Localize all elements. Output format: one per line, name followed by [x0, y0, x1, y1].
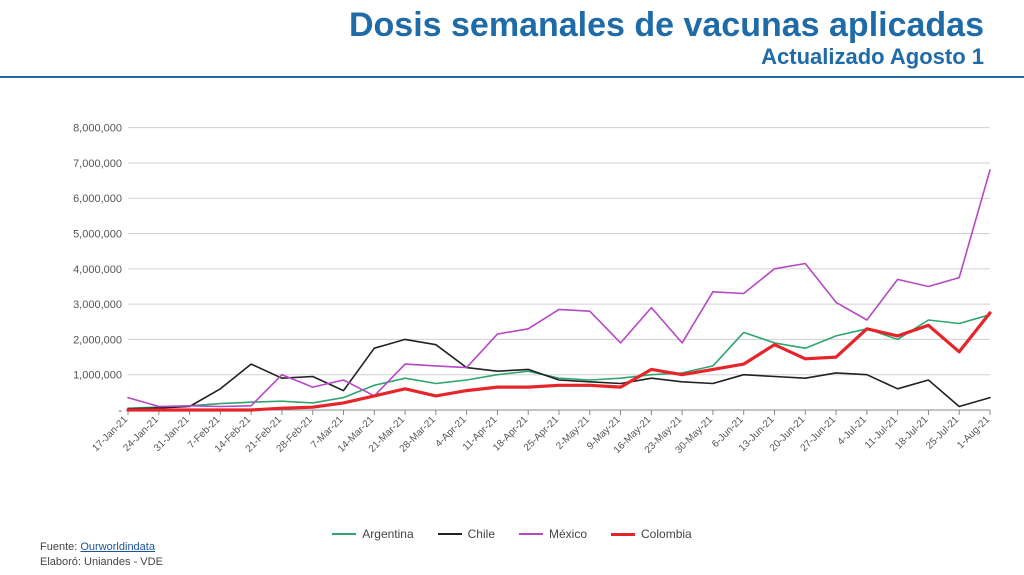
elaboro-label: Elaboró: — [40, 556, 81, 568]
legend-label: Colombia — [641, 527, 692, 541]
source-link[interactable]: Ourworldindata — [80, 541, 155, 553]
legend-item-chile: Chile — [438, 527, 495, 541]
svg-text:7,000,000: 7,000,000 — [73, 158, 122, 170]
x-tick-label: 1-Aug-21 — [955, 414, 992, 451]
series-line-méxico — [128, 170, 990, 407]
elaboro-value: Uniandes - VDE — [84, 556, 163, 568]
legend-swatch — [611, 533, 635, 536]
svg-text:2,000,000: 2,000,000 — [73, 334, 122, 346]
svg-text:8,000,000: 8,000,000 — [73, 123, 122, 135]
svg-text:6,000,000: 6,000,000 — [73, 193, 122, 205]
series-line-argentina — [128, 315, 990, 409]
chart-subtitle: Actualizado Agosto 1 — [0, 44, 984, 70]
svg-text:4,000,000: 4,000,000 — [73, 264, 122, 276]
title-rule — [0, 76, 1024, 78]
svg-text:1,000,000: 1,000,000 — [73, 370, 122, 382]
line-chart: -1,000,0002,000,0003,000,0004,000,0005,0… — [60, 100, 1000, 500]
legend-item-méxico: México — [519, 527, 587, 541]
chart-svg: -1,000,0002,000,0003,000,0004,000,0005,0… — [60, 100, 1000, 500]
legend-label: Chile — [468, 527, 495, 541]
legend-item-argentina: Argentina — [332, 527, 413, 541]
chart-slide: { "header": { "title": "Dosis semanales … — [0, 0, 1024, 575]
legend-swatch — [438, 533, 462, 535]
svg-text:5,000,000: 5,000,000 — [73, 229, 122, 241]
source-block: Fuente: Ourworldindata Elaboró: Uniandes… — [40, 540, 163, 569]
svg-text:3,000,000: 3,000,000 — [73, 299, 122, 311]
source-label: Fuente: — [40, 541, 77, 553]
legend: Argentina Chile México Colombia — [0, 527, 1024, 541]
legend-item-colombia: Colombia — [611, 527, 692, 541]
chart-title: Dosis semanales de vacunas aplicadas — [0, 8, 984, 44]
legend-swatch — [332, 533, 356, 535]
legend-label: Argentina — [362, 527, 413, 541]
legend-swatch — [519, 533, 543, 535]
legend-label: México — [549, 527, 587, 541]
x-tick-label: 25-Jul-21 — [924, 414, 962, 452]
header-block: Dosis semanales de vacunas aplicadas Act… — [0, 0, 1024, 70]
series-line-colombia — [128, 313, 990, 410]
